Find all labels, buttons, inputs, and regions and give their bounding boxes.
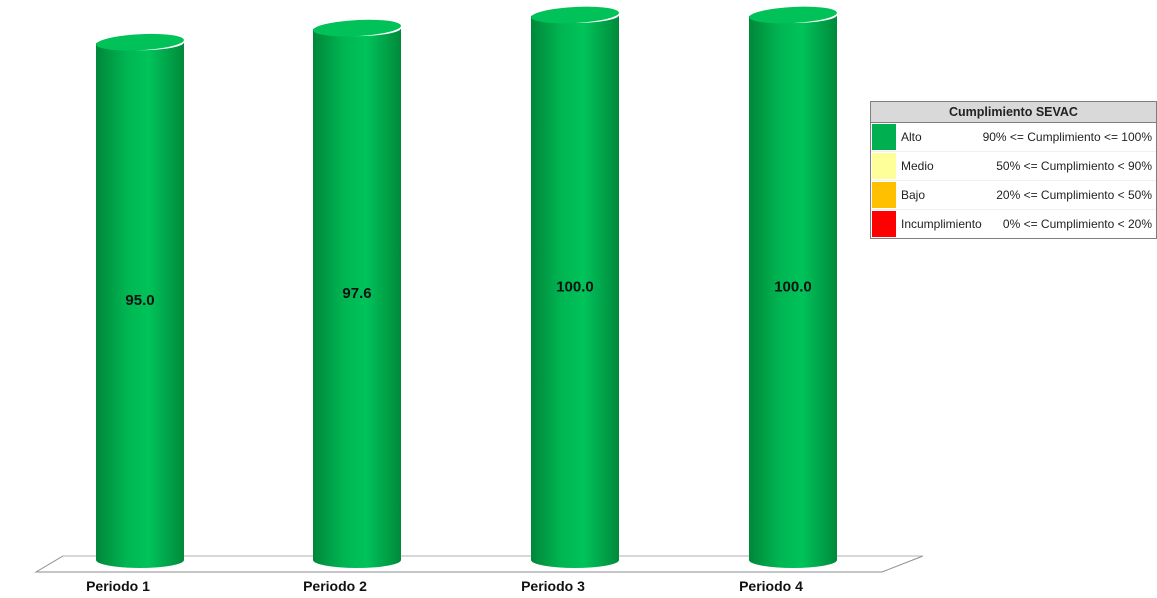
legend-item-3: Incumplimiento 0% <= Cumplimiento < 20% [871, 210, 1156, 238]
legend-item-0: Alto 90% <= Cumplimiento <= 100% [871, 123, 1156, 152]
bar-body [749, 15, 837, 568]
legend-swatch [872, 124, 896, 150]
x-tick-label: Periodo 2 [303, 578, 367, 594]
bar-2: 97.6 [313, 19, 401, 568]
bar-top-cap [531, 6, 619, 24]
legend-item-2: Bajo 20% <= Cumplimiento < 50% [871, 181, 1156, 210]
bar-top-cap [749, 6, 837, 24]
x-tick-label: Periodo 1 [86, 578, 150, 594]
chart-floor [34, 555, 924, 573]
bar-value-label: 100.0 [774, 279, 812, 296]
legend-item-name: Incumplimiento [901, 217, 982, 231]
bar-body [96, 42, 184, 568]
bar-value-label: 95.0 [125, 292, 154, 309]
compliance-legend: Cumplimiento SEVAC Alto 90% <= Cumplimien… [870, 101, 1157, 239]
legend-swatch [872, 153, 896, 179]
bar-4: 100.0 [749, 6, 837, 568]
legend-item-range: 50% <= Cumplimiento < 90% [996, 159, 1152, 173]
bar-body [313, 28, 401, 568]
legend-item-name: Alto [901, 130, 922, 144]
bar-value-label: 97.6 [342, 285, 371, 302]
legend-item-name: Medio [901, 159, 934, 173]
bar-1: 95.0 [96, 33, 184, 568]
bar-value-label: 100.0 [556, 279, 594, 296]
bar-top-cap [313, 19, 401, 37]
legend-item-range: 0% <= Cumplimiento < 20% [1002, 217, 1152, 231]
legend-item-1: Medio 50% <= Cumplimiento < 90% [871, 152, 1156, 181]
bar-3: 100.0 [531, 6, 619, 568]
bar-body [531, 15, 619, 568]
legend-item-name: Bajo [901, 188, 926, 202]
legend-item-range: 20% <= Cumplimiento < 50% [996, 188, 1152, 202]
legend-swatch [872, 182, 896, 208]
legend-item-range: 90% <= Cumplimiento <= 100% [982, 130, 1152, 144]
x-tick-label: Periodo 4 [739, 578, 803, 594]
x-tick-label: Periodo 3 [521, 578, 585, 594]
legend-title: Cumplimiento SEVAC [871, 102, 1156, 123]
bar-top-cap [96, 33, 184, 51]
legend-swatch [872, 211, 896, 237]
